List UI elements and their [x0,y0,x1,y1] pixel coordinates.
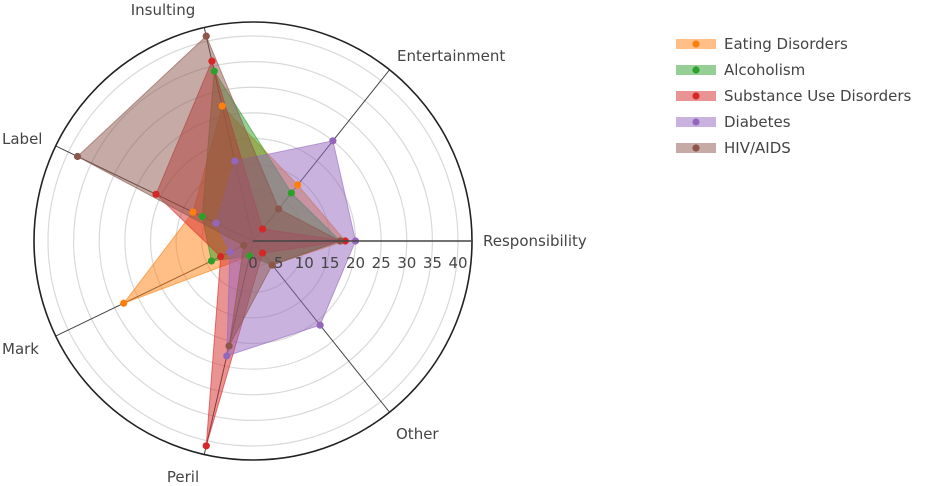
angular-axis-labels: Responsibility Entertainment Insulting Labe… [2,1,587,486]
tick-label: 15 [320,254,339,272]
data-point [207,257,216,265]
legend-item[interactable]: HIV/AIDS [676,139,791,157]
data-point [223,352,231,360]
legend-marker [692,144,700,152]
tick-label: 10 [295,254,314,272]
data-point [208,57,216,65]
data-point [245,252,254,260]
data-point [316,321,324,329]
legend-label: HIV/AIDS [724,139,791,157]
axis-label: Peril [167,468,199,486]
data-point [329,137,337,145]
legend-marker [692,40,700,48]
legend-item[interactable]: Eating Disorders [676,35,848,53]
tick-label: 25 [372,254,391,272]
legend-label: Substance Use Disorders [724,87,912,105]
legend-label: Eating Disorders [724,35,848,53]
tick-label: 0 [248,254,258,272]
tick-label: 20 [346,254,365,272]
tick-label: 35 [423,254,442,272]
axis-label: Mark [2,340,39,358]
data-point [212,219,220,227]
data-point [294,181,302,189]
data-point [189,208,197,216]
data-point [73,152,82,161]
axis-label: Responsibility [483,232,587,250]
legend-item[interactable]: Alcoholism [676,61,805,79]
axis-label: Entertainment [397,47,505,65]
data-point [268,261,276,269]
data-point [231,157,239,165]
radial-tick-labels: 0 5 10 15 20 25 30 35 40 [248,254,467,272]
axis-label: Insulting [131,1,196,19]
legend-item[interactable]: Substance Use Disorders [676,87,912,105]
legend-label: Alcoholism [724,61,805,79]
data-point [152,190,160,198]
data-point [217,252,225,261]
data-point [226,248,234,256]
data-point [198,212,206,221]
legend-marker [692,66,700,74]
data-point [287,189,295,197]
series-area [76,35,342,347]
axis-label: Label [2,130,42,148]
data-point [258,249,267,257]
data-point [210,67,218,75]
legend-label: Diabetes [724,113,791,131]
data-point [274,205,283,213]
data-point [258,225,267,233]
data-point [120,299,128,307]
legend-marker [692,92,700,100]
radar-series [73,32,360,450]
data-point [225,342,233,350]
legend-marker [692,118,700,126]
data-point [218,102,226,110]
data-point [240,241,248,250]
legend[interactable]: Eating Disorders Alcoholism Substance Use … [676,35,912,157]
tick-label: 30 [397,254,416,272]
legend-item[interactable]: Diabetes [676,113,791,131]
data-point [202,442,210,450]
tick-label: 5 [274,254,284,272]
axis-label: Other [396,425,439,443]
tick-label: 40 [448,254,467,272]
data-point [202,32,210,40]
